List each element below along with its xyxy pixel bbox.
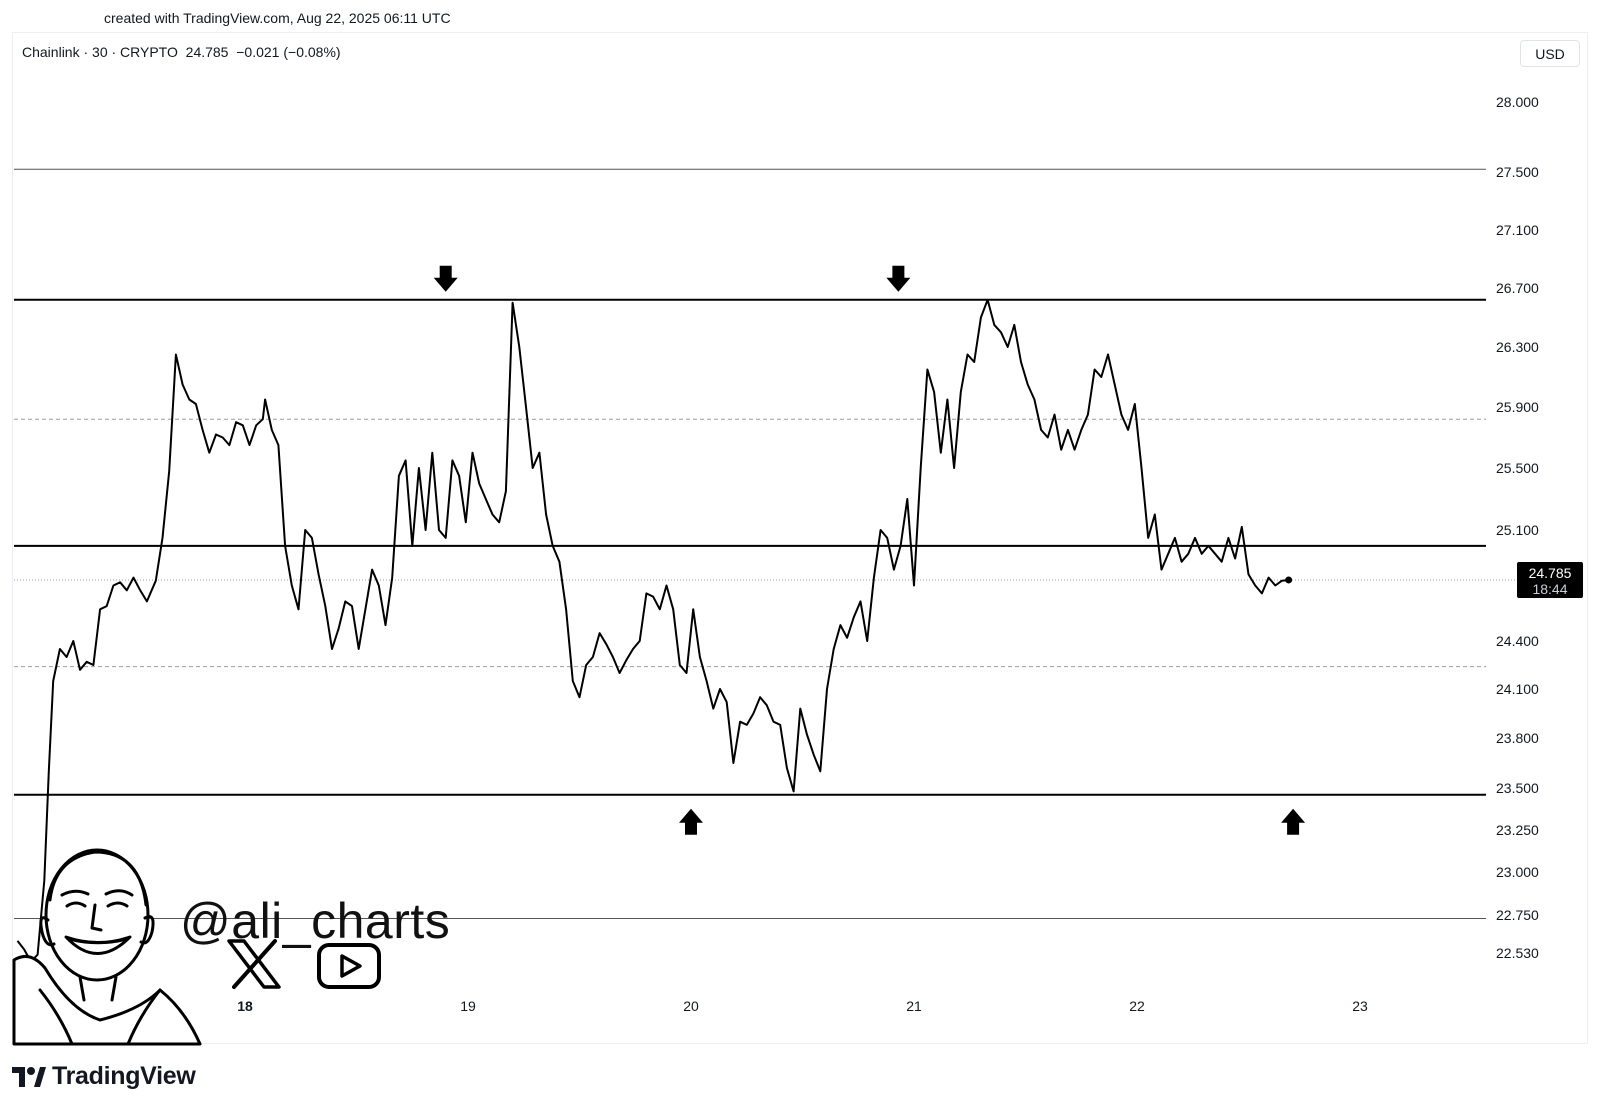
horizontal-levels (14, 168, 1486, 919)
price-tick-label: 25.100 (1496, 522, 1539, 538)
time-tick-label: 18 (237, 998, 253, 1014)
price-tick-label: 23.500 (1496, 780, 1539, 796)
arrow-marker-down-0 (433, 265, 458, 292)
price-tag: 24.785 18:44 (1517, 561, 1583, 598)
arrow-marker-up-2 (679, 808, 703, 835)
price-tag-countdown: 18:44 (1532, 581, 1567, 597)
price-tick-label: 26.300 (1496, 339, 1539, 355)
time-axis[interactable]: 17181920212223 (14, 998, 1368, 1014)
watermark-handle: @ali_charts (180, 893, 451, 949)
price-tick-label: 24.400 (1496, 633, 1539, 649)
price-tick-label: 28.000 (1496, 94, 1539, 110)
last-price-dot (1285, 576, 1293, 584)
price-tick-label: 27.100 (1496, 222, 1539, 238)
symbol-legend[interactable]: Chainlink · 30 · CRYPTO 24.785 −0.021 (−… (22, 44, 341, 60)
time-tick-label: 23 (1352, 998, 1368, 1014)
tradingview-logo-icon (12, 1066, 46, 1087)
arrow-markers (433, 265, 1306, 835)
time-tick-label: 22 (1129, 998, 1145, 1014)
cartoon-avatar (12, 848, 202, 1046)
price-axis[interactable]: 28.000 27.500 27.100 26.700 26.300 25.900 25.5… (1496, 94, 1539, 961)
price-tick-label: 23.250 (1496, 822, 1539, 838)
price-tick-label: 22.750 (1496, 907, 1539, 923)
time-tick-label: 19 (460, 998, 476, 1014)
time-tick-label: 21 (906, 998, 922, 1014)
price-tick-label: 25.900 (1496, 399, 1539, 415)
youtube-icon[interactable] (317, 943, 381, 989)
price-tick-label: 26.700 (1496, 280, 1539, 296)
arrow-marker-up-3 (1281, 808, 1306, 835)
price-tick-label: 24.100 (1496, 681, 1539, 697)
arrow-marker-down-1 (886, 265, 911, 292)
created-with-caption: created with TradingView.com, Aug 22, 20… (104, 10, 451, 26)
price-tick-label: 22.530 (1496, 945, 1539, 961)
x-logo-icon[interactable] (227, 939, 281, 989)
price-series-line (16, 298, 1289, 963)
price-tick-label: 23.800 (1496, 730, 1539, 746)
chart-pane[interactable] (12, 32, 1588, 1044)
price-tick-label: 23.000 (1496, 864, 1539, 880)
tradingview-brand-name: TradingView (52, 1062, 196, 1090)
time-tick-label: 20 (683, 998, 699, 1014)
currency-button[interactable]: USD (1520, 40, 1580, 67)
tradingview-brand[interactable]: TradingView (12, 1062, 196, 1091)
price-tick-label: 25.500 (1496, 460, 1539, 476)
price-tick-label: 27.500 (1496, 164, 1539, 180)
price-tag-value: 24.785 (1529, 565, 1572, 581)
